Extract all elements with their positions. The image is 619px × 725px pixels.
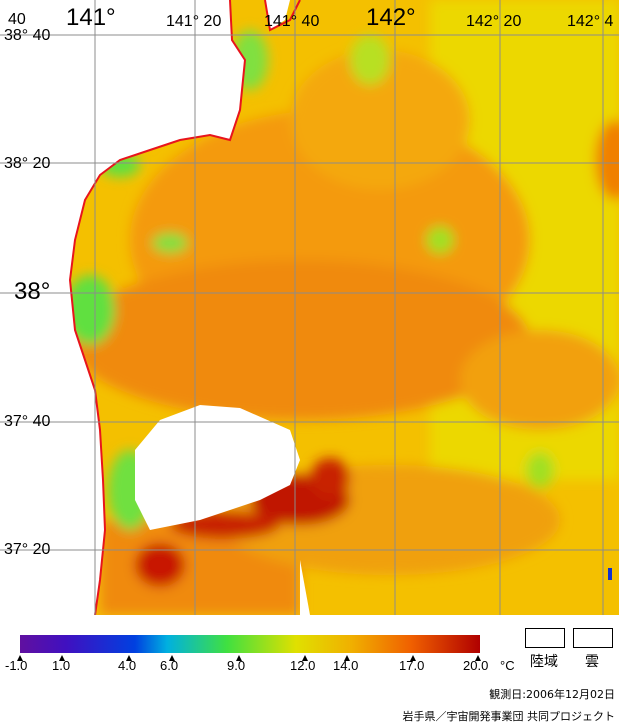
graticule: [0, 0, 619, 615]
color-scale-legend: [17, 635, 481, 661]
unit-label: °C: [500, 658, 515, 673]
lat-label: 38° 40: [4, 27, 51, 44]
cloud-label: 雲: [585, 654, 599, 670]
temperature-field: [65, 0, 619, 615]
observation-date: 観測日:2006年12月02日: [489, 688, 615, 701]
lat-label: 38° 20: [4, 155, 51, 172]
tick-label: 4.0: [118, 658, 137, 673]
lon-label: 142° 20: [466, 13, 522, 30]
tick-label: -1.0: [5, 658, 28, 673]
cloud-swatch: [573, 628, 613, 648]
corner-label: 40: [8, 11, 26, 28]
color-bar-ticks: [17, 655, 481, 661]
tick-label: 6.0: [160, 658, 179, 673]
lon-label: 142° 4: [567, 13, 614, 30]
lon-label: 141°: [66, 4, 116, 31]
credit-text: 岩手県／宇宙開発事業団 共同プロジェクト: [402, 710, 616, 723]
tick-label: 20.0: [463, 658, 489, 673]
lat-label: 37° 20: [4, 541, 51, 558]
land-area: [0, 0, 245, 615]
color-bar: [20, 635, 480, 653]
land-swatch: [525, 628, 565, 648]
sst-map: [0, 0, 619, 615]
tick-label: 9.0: [227, 658, 246, 673]
cloud-area: [135, 405, 300, 530]
lat-label: 37° 40: [4, 413, 51, 430]
tick-label: 1.0: [52, 658, 71, 673]
tick-label: 17.0: [399, 658, 425, 673]
tick-label: 12.0: [290, 658, 316, 673]
lon-label: 141° 20: [166, 13, 222, 30]
coastline: [68, 0, 247, 615]
lon-label: 142°: [366, 4, 416, 31]
lat-label: 38°: [14, 278, 51, 305]
lon-label: 141° 40: [264, 13, 320, 30]
land-label: 陸域: [530, 654, 558, 670]
tick-label: 14.0: [333, 658, 359, 673]
